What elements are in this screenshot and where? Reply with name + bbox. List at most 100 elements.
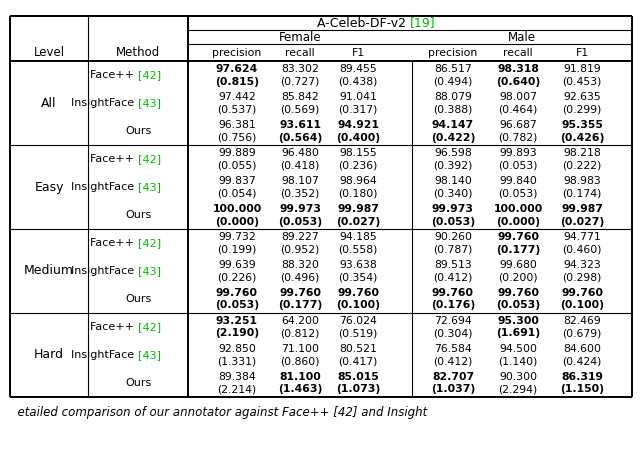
Text: 99.760: 99.760 [561, 288, 603, 298]
Text: 95.355: 95.355 [561, 119, 603, 129]
Text: Ours: Ours [125, 294, 151, 304]
Text: 93.611: 93.611 [279, 119, 321, 129]
Text: (0.519): (0.519) [339, 328, 378, 338]
Text: (0.640): (0.640) [496, 76, 540, 86]
Text: (2.214): (2.214) [218, 384, 257, 394]
Text: 99.760: 99.760 [279, 288, 321, 298]
Text: 89.455: 89.455 [339, 64, 377, 73]
Text: 99.760: 99.760 [337, 288, 379, 298]
Text: 97.442: 97.442 [218, 91, 256, 101]
Text: 99.760: 99.760 [497, 288, 539, 298]
Text: Face++: Face++ [90, 70, 138, 80]
Text: (0.417): (0.417) [339, 356, 378, 366]
Text: (0.176): (0.176) [431, 301, 475, 310]
Text: 90.260: 90.260 [434, 231, 472, 241]
Text: 99.889: 99.889 [218, 147, 256, 157]
Text: (0.494): (0.494) [433, 76, 473, 86]
Text: 99.840: 99.840 [499, 175, 537, 185]
Text: 99.680: 99.680 [499, 259, 537, 270]
Text: 83.302: 83.302 [281, 64, 319, 73]
Text: 94.500: 94.500 [499, 344, 537, 354]
Text: 99.732: 99.732 [218, 231, 256, 241]
Text: (0.352): (0.352) [280, 189, 320, 199]
Text: (0.537): (0.537) [218, 104, 257, 115]
Text: (0.422): (0.422) [431, 133, 475, 143]
Text: 80.521: 80.521 [339, 344, 377, 354]
Text: Level: Level [33, 46, 65, 59]
Text: A-Celeb-DF-v2: A-Celeb-DF-v2 [317, 17, 410, 29]
Text: InsightFace: InsightFace [72, 98, 138, 108]
Text: (1.331): (1.331) [218, 356, 257, 366]
Text: (0.392): (0.392) [433, 161, 473, 171]
Text: Face++: Face++ [90, 238, 138, 248]
Text: (0.053): (0.053) [215, 301, 259, 310]
Text: (2.190): (2.190) [215, 328, 259, 338]
Text: [42]: [42] [138, 238, 161, 248]
Text: (0.180): (0.180) [339, 189, 378, 199]
Text: 93.638: 93.638 [339, 259, 377, 270]
Text: 86.319: 86.319 [561, 372, 603, 382]
Text: 99.987: 99.987 [337, 203, 379, 213]
Text: (0.053): (0.053) [278, 217, 322, 227]
Text: (0.558): (0.558) [339, 245, 378, 255]
Text: 94.185: 94.185 [339, 231, 377, 241]
Text: 99.973: 99.973 [432, 203, 474, 213]
Text: (0.222): (0.222) [563, 161, 602, 171]
Text: (0.054): (0.054) [217, 189, 257, 199]
Text: (0.053): (0.053) [431, 217, 475, 227]
Text: (0.564): (0.564) [278, 133, 322, 143]
Text: (1.073): (1.073) [336, 384, 380, 394]
Text: (0.174): (0.174) [563, 189, 602, 199]
Text: (2.294): (2.294) [499, 384, 538, 394]
Text: (0.679): (0.679) [563, 328, 602, 338]
Text: 96.687: 96.687 [499, 119, 537, 129]
Text: 99.760: 99.760 [432, 288, 474, 298]
Text: 98.983: 98.983 [563, 175, 601, 185]
Text: (0.340): (0.340) [433, 189, 473, 199]
Text: All: All [41, 97, 57, 109]
Text: (0.199): (0.199) [218, 245, 257, 255]
Text: InsightFace: InsightFace [72, 182, 138, 192]
Text: 64.200: 64.200 [281, 316, 319, 326]
Text: (0.027): (0.027) [336, 217, 380, 227]
Text: (0.299): (0.299) [563, 104, 602, 115]
Text: 94.921: 94.921 [337, 119, 379, 129]
Text: (0.496): (0.496) [280, 273, 320, 283]
Text: 84.600: 84.600 [563, 344, 601, 354]
Text: Ours: Ours [125, 126, 151, 136]
Text: 98.107: 98.107 [281, 175, 319, 185]
Text: (0.304): (0.304) [433, 328, 473, 338]
Text: (0.226): (0.226) [218, 273, 257, 283]
Text: (0.053): (0.053) [499, 189, 538, 199]
Text: [42]: [42] [138, 322, 161, 332]
Text: (0.100): (0.100) [336, 301, 380, 310]
Text: 91.041: 91.041 [339, 91, 377, 101]
Text: (0.317): (0.317) [339, 104, 378, 115]
Text: (0.860): (0.860) [280, 356, 320, 366]
Text: 98.140: 98.140 [434, 175, 472, 185]
Text: [43]: [43] [138, 182, 161, 192]
Text: (0.952): (0.952) [280, 245, 320, 255]
Text: F1: F1 [575, 47, 589, 57]
Text: 94.771: 94.771 [563, 231, 601, 241]
Text: 96.381: 96.381 [218, 119, 256, 129]
Text: 72.694: 72.694 [434, 316, 472, 326]
Text: (1.037): (1.037) [431, 384, 475, 394]
Text: Female: Female [278, 30, 321, 44]
Text: 99.973: 99.973 [279, 203, 321, 213]
Text: recall: recall [285, 47, 315, 57]
Text: 94.323: 94.323 [563, 259, 601, 270]
Text: etailed comparison of our annotator against Face++ [42] and Insight: etailed comparison of our annotator agai… [10, 406, 428, 419]
Text: 98.155: 98.155 [339, 147, 377, 157]
Text: (0.055): (0.055) [217, 161, 257, 171]
Text: (0.812): (0.812) [280, 328, 320, 338]
Text: (1.463): (1.463) [278, 384, 322, 394]
Text: 92.850: 92.850 [218, 344, 256, 354]
Text: 85.842: 85.842 [281, 91, 319, 101]
Text: (0.200): (0.200) [498, 273, 538, 283]
Text: 99.893: 99.893 [499, 147, 537, 157]
Text: Face++: Face++ [90, 154, 138, 164]
Text: (0.815): (0.815) [215, 76, 259, 86]
Text: (0.400): (0.400) [336, 133, 380, 143]
Text: (0.418): (0.418) [280, 161, 320, 171]
